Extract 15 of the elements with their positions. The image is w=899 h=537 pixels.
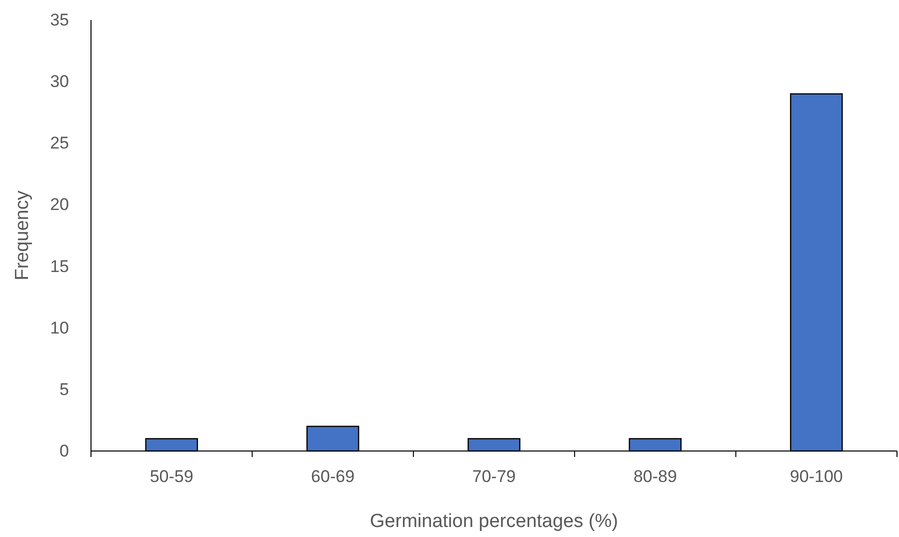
y-tick-label: 35	[50, 10, 69, 30]
x-tick-label: 80-89	[633, 467, 677, 486]
x-tick-label: 50-59	[150, 467, 194, 486]
y-tick-label: 20	[50, 195, 69, 214]
y-tick-label: 10	[50, 318, 69, 338]
y-tick-label: 0	[60, 442, 69, 460]
y-tick-label: 15	[50, 256, 69, 276]
x-tick-label: 90-100	[790, 467, 843, 486]
y-tick-label: 25	[50, 134, 69, 153]
y-tick-label: 30	[50, 72, 69, 92]
x-tick-label: 60-69	[311, 467, 355, 486]
y-axis-title: Frequency	[12, 190, 33, 280]
y-tick-label: 5	[60, 380, 69, 399]
x-axis-title: Germination percentages (%)	[370, 511, 618, 532]
x-tick-label: 70-79	[472, 467, 516, 486]
